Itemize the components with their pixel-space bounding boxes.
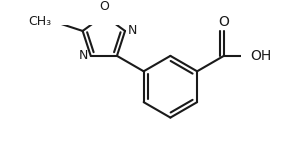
Text: OH: OH: [250, 49, 272, 63]
Text: N: N: [128, 24, 137, 38]
Text: O: O: [99, 0, 109, 13]
Text: O: O: [218, 15, 229, 29]
Text: N: N: [79, 49, 88, 62]
Text: CH₃: CH₃: [28, 15, 51, 28]
